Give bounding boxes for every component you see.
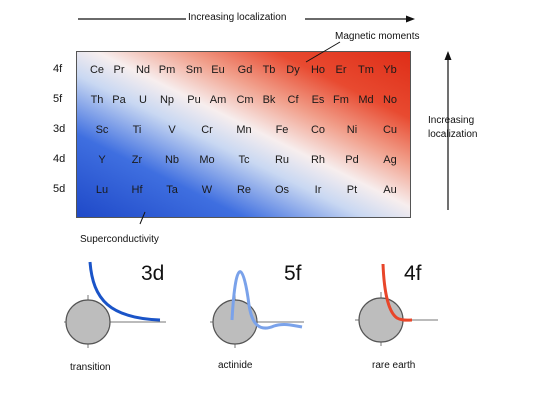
element-eu: Eu bbox=[211, 64, 225, 76]
right-arrow-icon bbox=[444, 51, 452, 210]
panel-caption-actinide: actinide bbox=[218, 360, 253, 371]
element-zr: Zr bbox=[131, 154, 143, 166]
element-sm: Sm bbox=[185, 64, 203, 76]
element-md: Md bbox=[358, 94, 374, 106]
element-mn: Mn bbox=[236, 124, 252, 136]
element-pm: Pm bbox=[158, 64, 176, 76]
orbital-curve-3d bbox=[88, 261, 161, 322]
element-cr: Cr bbox=[201, 124, 213, 136]
top-arrow-label: Increasing localization bbox=[188, 12, 287, 23]
element-bk: Bk bbox=[262, 94, 276, 106]
superconductivity-label: Superconductivity bbox=[80, 234, 159, 245]
orbital-curve-4f bbox=[381, 263, 413, 322]
element-th: Th bbox=[90, 94, 104, 106]
element-tb: Tb bbox=[262, 64, 276, 76]
element-cf: Cf bbox=[287, 94, 299, 106]
panel-caption-rare-earth: rare earth bbox=[372, 360, 416, 371]
element-pr: Pr bbox=[113, 64, 125, 76]
panel-shell-4f: 4f bbox=[404, 262, 422, 285]
element-ce: Ce bbox=[89, 64, 105, 76]
magnetic-moments-label: Magnetic moments bbox=[335, 31, 420, 42]
element-np: Np bbox=[159, 94, 175, 106]
element-pd: Pd bbox=[345, 154, 359, 166]
element-ho: Ho bbox=[310, 64, 326, 76]
element-gd: Gd bbox=[237, 64, 253, 76]
element-cm: Cm bbox=[236, 94, 254, 106]
element-ti: Ti bbox=[132, 124, 142, 136]
orbital-curve-5f bbox=[230, 270, 303, 330]
element-er: Er bbox=[335, 64, 347, 76]
element-no: No bbox=[382, 94, 398, 106]
element-fe: Fe bbox=[275, 124, 289, 136]
element-au: Au bbox=[383, 184, 397, 196]
right-arrow-label-line2: localization bbox=[428, 129, 478, 140]
element-am: Am bbox=[209, 94, 227, 106]
element-tc: Tc bbox=[238, 154, 250, 166]
panel-shell-5f: 5f bbox=[284, 262, 302, 285]
element-nd: Nd bbox=[135, 64, 151, 76]
row-label-4f: 4f bbox=[53, 63, 63, 75]
element-hf: Hf bbox=[131, 184, 143, 196]
element-re: Re bbox=[236, 184, 252, 196]
element-ta: Ta bbox=[166, 184, 178, 196]
element-sc: Sc bbox=[95, 124, 109, 136]
element-ag: Ag bbox=[383, 154, 397, 166]
element-os: Os bbox=[274, 184, 290, 196]
row-label-3d: 3d bbox=[53, 123, 66, 135]
element-cu: Cu bbox=[382, 124, 398, 136]
element-pa: Pa bbox=[112, 94, 126, 106]
top-arrow-icon bbox=[78, 15, 415, 23]
panel-caption-transition: transition bbox=[70, 362, 111, 373]
element-rh: Rh bbox=[310, 154, 326, 166]
element-es: Es bbox=[311, 94, 325, 106]
element-ru: Ru bbox=[274, 154, 290, 166]
element-mo: Mo bbox=[199, 154, 215, 166]
element-w: W bbox=[201, 184, 213, 196]
element-ni: Ni bbox=[346, 124, 358, 136]
element-ir: Ir bbox=[314, 184, 322, 196]
element-tm: Tm bbox=[358, 64, 374, 76]
row-label-4d: 4d bbox=[53, 153, 66, 165]
element-fm: Fm bbox=[333, 94, 349, 106]
element-pu: Pu bbox=[187, 94, 201, 106]
right-arrow-label-line1: Increasing bbox=[428, 115, 475, 126]
element-co: Co bbox=[310, 124, 326, 136]
element-u: U bbox=[139, 94, 147, 106]
element-nb: Nb bbox=[164, 154, 180, 166]
periodic-table-gradient bbox=[76, 51, 411, 218]
element-v: V bbox=[168, 124, 176, 136]
element-dy: Dy bbox=[286, 64, 300, 76]
element-yb: Yb bbox=[383, 64, 397, 76]
element-lu: Lu bbox=[95, 184, 109, 196]
element-pt: Pt bbox=[346, 184, 358, 196]
element-y: Y bbox=[98, 154, 106, 166]
panel-shell-3d: 3d bbox=[141, 262, 165, 285]
row-label-5f: 5f bbox=[53, 93, 63, 105]
row-label-5d: 5d bbox=[53, 183, 66, 195]
